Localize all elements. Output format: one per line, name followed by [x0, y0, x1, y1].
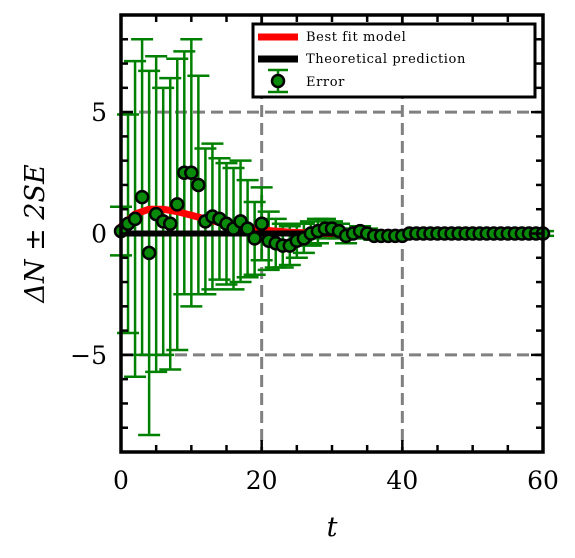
legend-box [251, 22, 537, 99]
y-tick-label: 5 [91, 98, 107, 127]
legend-label-theory: Theoretical prediction [306, 52, 466, 67]
legend-label-error: Error [306, 75, 345, 90]
x-tick-label: 60 [527, 466, 559, 495]
data-point [184, 165, 199, 181]
x-axis-label: t [327, 512, 338, 543]
data-point [247, 231, 262, 246]
legend-swatch-error [268, 68, 288, 94]
tick-labels: 0 20 40 60 −5 0 5 [70, 98, 559, 495]
data-point [134, 189, 150, 205]
data-point [127, 211, 143, 227]
data-point [170, 197, 185, 212]
x-tick-label: 0 [113, 466, 129, 495]
marker-series [113, 165, 551, 261]
ticks [119, 15, 545, 452]
data-point [162, 216, 178, 232]
x-tick-label: 20 [246, 466, 278, 495]
y-tick-label: −5 [70, 341, 107, 370]
data-point [141, 245, 157, 261]
y-tick-label: 0 [91, 220, 107, 249]
y-axis-label: ΔN ± 2SE [20, 164, 51, 304]
data-point [191, 177, 206, 193]
data-point [240, 221, 255, 236]
legend-label-best-fit: Best fit model [306, 30, 406, 45]
series-layer [110, 38, 554, 437]
legend-marker [270, 73, 286, 89]
data-point [254, 216, 269, 232]
legend: Best fit model Theoretical prediction Er… [251, 22, 537, 99]
x-tick-label: 40 [386, 466, 418, 495]
